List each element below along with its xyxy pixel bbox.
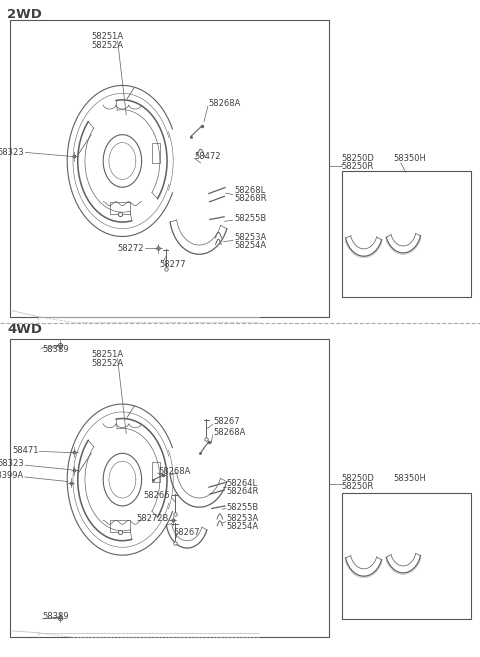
Text: 58268L: 58268L bbox=[234, 186, 265, 195]
Text: 58253A: 58253A bbox=[227, 514, 259, 523]
Bar bbox=[10, 20, 329, 317]
Text: 58266: 58266 bbox=[144, 491, 170, 500]
Text: 58471: 58471 bbox=[12, 445, 38, 455]
Text: 58251A: 58251A bbox=[91, 32, 123, 41]
Text: 58323: 58323 bbox=[0, 459, 24, 468]
Text: 58272B: 58272B bbox=[137, 514, 169, 523]
Bar bbox=[110, 520, 130, 532]
Text: 58389: 58389 bbox=[42, 345, 69, 354]
Text: 58254A: 58254A bbox=[227, 522, 259, 531]
Text: 58252A: 58252A bbox=[91, 41, 123, 50]
Text: 58252A: 58252A bbox=[91, 359, 123, 368]
Text: 58250R: 58250R bbox=[342, 482, 374, 491]
Text: 58264L: 58264L bbox=[227, 479, 258, 488]
Text: 58250R: 58250R bbox=[342, 162, 374, 171]
Text: 58472: 58472 bbox=[194, 152, 221, 161]
Text: 58268A: 58268A bbox=[214, 428, 246, 438]
Bar bbox=[152, 143, 160, 163]
Text: 58250D: 58250D bbox=[342, 154, 374, 164]
Text: 58323: 58323 bbox=[0, 148, 24, 157]
Bar bbox=[110, 202, 130, 214]
Text: 4WD: 4WD bbox=[7, 323, 42, 336]
Text: 2WD: 2WD bbox=[7, 8, 42, 21]
Text: 58268R: 58268R bbox=[234, 194, 267, 203]
Text: 58268A: 58268A bbox=[158, 466, 191, 476]
Text: 58251A: 58251A bbox=[91, 350, 123, 359]
Text: 58399A: 58399A bbox=[0, 471, 24, 480]
Text: 58250D: 58250D bbox=[342, 474, 374, 483]
Text: 58253A: 58253A bbox=[234, 233, 266, 242]
Text: 58272: 58272 bbox=[118, 244, 144, 253]
Text: 58350H: 58350H bbox=[394, 154, 426, 164]
Bar bbox=[342, 493, 471, 619]
Text: 58277: 58277 bbox=[159, 260, 186, 269]
Text: 58254A: 58254A bbox=[234, 241, 266, 250]
Text: 58350H: 58350H bbox=[394, 474, 426, 483]
Text: 58267: 58267 bbox=[214, 417, 240, 426]
Text: 58264R: 58264R bbox=[227, 487, 259, 496]
Bar bbox=[152, 462, 160, 482]
Text: 58267: 58267 bbox=[174, 528, 200, 537]
Bar bbox=[342, 171, 471, 297]
Bar bbox=[10, 339, 329, 637]
Text: 58268A: 58268A bbox=[209, 99, 241, 108]
Text: 58255B: 58255B bbox=[227, 503, 259, 512]
Text: 58255B: 58255B bbox=[234, 214, 266, 223]
Text: 58389: 58389 bbox=[42, 612, 69, 621]
